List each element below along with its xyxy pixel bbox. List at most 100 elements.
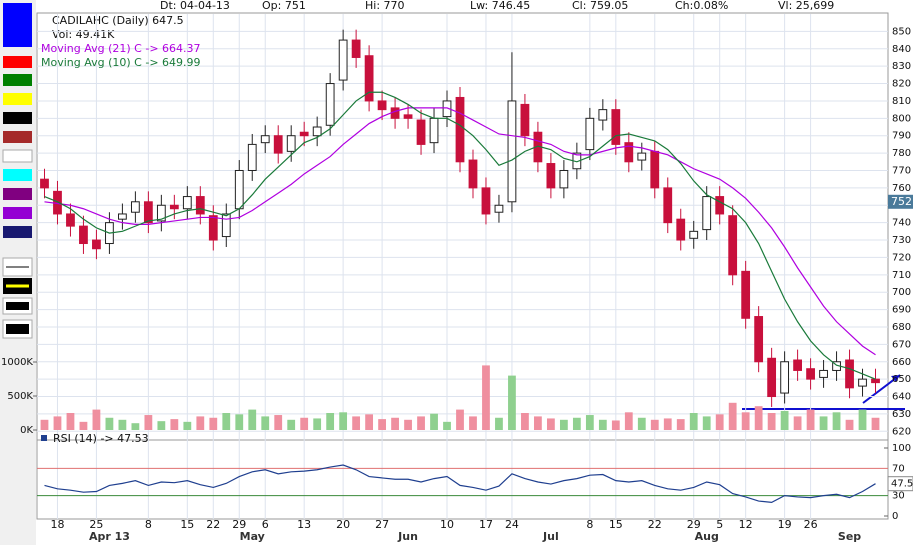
- x-month-label: Apr 13: [89, 530, 130, 543]
- swatch[interactable]: [3, 207, 32, 219]
- candle-body: [546, 163, 556, 189]
- legend-entry: Moving Avg (10) C -> 649.99: [41, 56, 201, 69]
- volume-bar: [131, 423, 140, 430]
- x-tick-label: 29: [232, 518, 246, 531]
- volume-bar: [845, 419, 854, 430]
- x-tick-label: 17: [479, 518, 493, 531]
- toolbar: [0, 0, 36, 545]
- candle-body: [130, 201, 140, 213]
- candle-body: [364, 55, 374, 102]
- candle-body: [468, 159, 478, 189]
- volume-bar: [767, 413, 776, 430]
- y-tick-label: 630: [892, 409, 911, 420]
- swatch[interactable]: [3, 131, 32, 143]
- x-tick-label: 19: [778, 518, 792, 531]
- x-month-label: Jun: [397, 530, 418, 543]
- volume-bar: [157, 421, 166, 430]
- moving-average: [44, 107, 876, 356]
- volume-bar: [53, 416, 62, 430]
- header-close: Cl: 759.05: [572, 0, 628, 12]
- candle-body: [689, 230, 699, 239]
- volume-bar: [274, 415, 283, 430]
- volume-bar: [365, 414, 374, 430]
- candle-body: [92, 239, 101, 250]
- legend-symbol: CADILAHC (Daily) 647.5: [52, 14, 184, 27]
- volume-bar: [871, 417, 880, 430]
- legend-entry: Moving Avg (21) C -> 664.37: [41, 42, 201, 55]
- candle-body: [611, 109, 621, 145]
- x-tick-label: 24: [505, 518, 519, 531]
- x-month-label: Sep: [838, 530, 861, 543]
- volume-bar: [209, 417, 218, 430]
- x-tick-label: 12: [739, 518, 753, 531]
- volume-bar: [689, 413, 698, 430]
- header-low: Lw: 746.45: [470, 0, 530, 12]
- x-tick-label: 26: [804, 518, 818, 531]
- candle-body: [221, 213, 231, 238]
- x-tick-label: 25: [89, 518, 103, 531]
- volume-bar: [611, 420, 620, 430]
- plot-frame: [36, 12, 889, 520]
- candle-body: [325, 83, 335, 126]
- x-tick-label: 22: [648, 518, 662, 531]
- volume-bar: [469, 416, 477, 430]
- swatch[interactable]: [3, 188, 32, 200]
- swatch[interactable]: [3, 74, 32, 86]
- price-tag: 752: [891, 195, 912, 208]
- y-tick-label: 640: [892, 392, 911, 403]
- swatch[interactable]: [3, 226, 32, 238]
- volume-bar: [650, 419, 659, 430]
- moving-average: [44, 91, 876, 380]
- swatch[interactable]: [3, 3, 32, 47]
- volume-bar: [572, 417, 581, 430]
- y-tick-label: 840: [892, 44, 911, 55]
- candle-body: [754, 316, 764, 363]
- candle-body: [195, 196, 205, 215]
- volume-bar: [417, 416, 425, 430]
- candle-body: [312, 126, 322, 137]
- y-tick-label: 680: [892, 322, 911, 333]
- swatch[interactable]: [3, 93, 32, 105]
- rsi-tick-label: 0: [892, 511, 898, 522]
- candle-body: [728, 215, 738, 276]
- arrow-head: [891, 375, 900, 382]
- volume-bar: [741, 412, 750, 430]
- x-month-label: May: [240, 530, 265, 543]
- rsi-legend: RSI (14) -> 47.53: [53, 432, 149, 445]
- volume-bar: [378, 419, 386, 430]
- volume-bar: [430, 413, 438, 430]
- y-tick-label: 810: [892, 96, 911, 107]
- candle-body: [169, 204, 179, 210]
- x-tick-label: 13: [297, 518, 311, 531]
- volume-bar: [326, 413, 335, 430]
- volume-bar: [559, 419, 568, 430]
- volume-bar: [832, 412, 841, 430]
- candle-body: [871, 378, 880, 384]
- candle-body: [676, 218, 686, 241]
- candle-body: [845, 359, 854, 389]
- swatch[interactable]: [3, 169, 32, 181]
- swatch[interactable]: [3, 112, 32, 124]
- candle-body: [507, 100, 517, 203]
- candle-body: [715, 196, 725, 215]
- volume-bar: [118, 419, 127, 430]
- swatch[interactable]: [3, 56, 32, 68]
- x-tick-label: 22: [206, 518, 220, 531]
- candle-body: [702, 196, 712, 231]
- candle-body: [585, 117, 595, 151]
- volume-bar: [300, 417, 309, 430]
- x-tick-label: 18: [50, 518, 64, 531]
- volume-bar: [352, 416, 361, 430]
- swatch[interactable]: [2, 149, 33, 163]
- y-tick-label: 800: [892, 113, 911, 124]
- candle-body: [79, 225, 88, 245]
- y-tick-label: 850: [892, 26, 911, 37]
- y-tick-label: 830: [892, 61, 911, 72]
- header-change: Ch:0.08%: [675, 0, 728, 12]
- volume-bar: [404, 419, 412, 430]
- candle-body: [741, 270, 751, 319]
- x-tick-label: 15: [180, 518, 194, 531]
- volume-tick-label: 500K: [7, 391, 33, 402]
- candle-body: [208, 215, 218, 241]
